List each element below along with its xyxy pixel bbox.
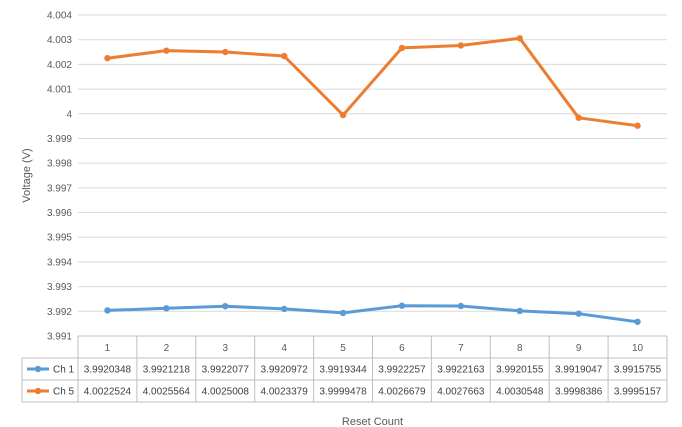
data-table-cell: 3.9919047 bbox=[555, 365, 603, 376]
y-tick-label: 3.998 bbox=[47, 159, 72, 170]
data-point bbox=[163, 47, 170, 54]
data-table-cell: 3.9922257 bbox=[378, 365, 426, 376]
x-category-label: 7 bbox=[458, 343, 464, 354]
data-point bbox=[280, 305, 288, 313]
y-tick-label: 4.003 bbox=[47, 35, 72, 46]
data-table-cell: 3.9995157 bbox=[614, 387, 662, 398]
y-tick-label: 3.995 bbox=[47, 233, 72, 244]
legend-key-marker bbox=[34, 387, 42, 395]
series-line bbox=[106, 36, 639, 128]
y-tick-label: 3.991 bbox=[47, 332, 72, 343]
data-point bbox=[516, 307, 523, 315]
data-point bbox=[339, 111, 347, 119]
data-point bbox=[457, 42, 465, 49]
data-point bbox=[163, 305, 170, 312]
data-table-cell: 3.9922163 bbox=[437, 365, 485, 376]
x-axis-title: Reset Count bbox=[342, 416, 403, 427]
data-table-cell: 4.0027663 bbox=[437, 387, 485, 398]
x-category-label: 1 bbox=[105, 343, 111, 354]
legend-key-marker bbox=[34, 365, 42, 373]
data-point bbox=[575, 310, 582, 317]
data-table-cell: 4.0030548 bbox=[496, 387, 544, 398]
data-table-cell: 3.9921218 bbox=[143, 365, 191, 376]
data-point bbox=[398, 44, 406, 52]
y-tick-label: 4.002 bbox=[47, 60, 72, 71]
data-point bbox=[457, 302, 465, 310]
data-table-cell: 4.0025008 bbox=[202, 387, 250, 398]
data-point bbox=[222, 48, 229, 56]
series-name: Ch 5 bbox=[53, 387, 75, 398]
x-category-label: 8 bbox=[517, 343, 523, 354]
y-axis-title: Voltage (V) bbox=[21, 148, 33, 202]
data-point bbox=[339, 309, 347, 317]
y-tick-label: 4.001 bbox=[47, 85, 72, 96]
data-point bbox=[104, 307, 111, 314]
data-table-cell: 3.9919344 bbox=[319, 365, 367, 376]
y-tick-label: 3.997 bbox=[47, 183, 72, 194]
y-tick-label: 4 bbox=[66, 109, 72, 120]
data-table-cell: 3.9920348 bbox=[84, 365, 132, 376]
data-table-cell: 3.9920155 bbox=[496, 365, 544, 376]
data-table-cell: 4.0025564 bbox=[143, 387, 191, 398]
data-point bbox=[634, 122, 641, 129]
data-point bbox=[104, 54, 111, 62]
x-category-label: 2 bbox=[164, 343, 170, 354]
x-category-label: 4 bbox=[281, 343, 287, 354]
x-category-label: 10 bbox=[632, 343, 644, 354]
data-point bbox=[516, 35, 523, 42]
y-tick-label: 3.992 bbox=[47, 307, 72, 318]
series-line bbox=[106, 304, 639, 324]
y-tick-label: 3.994 bbox=[47, 257, 72, 268]
data-table-cell: 4.0022524 bbox=[84, 387, 132, 398]
series-name: Ch 1 bbox=[53, 365, 75, 376]
data-table-cell: 4.0023379 bbox=[261, 387, 309, 398]
y-tick-label: 4.004 bbox=[47, 11, 72, 22]
y-tick-label: 3.999 bbox=[47, 134, 72, 145]
x-category-label: 6 bbox=[399, 343, 405, 354]
y-tick-label: 3.996 bbox=[47, 208, 72, 219]
x-category-label: 9 bbox=[576, 343, 582, 354]
data-point bbox=[634, 318, 641, 325]
data-table-cell: 3.9920972 bbox=[261, 365, 309, 376]
data-table-cell: 3.9922077 bbox=[202, 365, 250, 376]
x-category-label: 3 bbox=[222, 343, 228, 354]
data-table-cell: 3.9999478 bbox=[319, 387, 367, 398]
x-category-label: 5 bbox=[340, 343, 346, 354]
data-table-cell: 4.0026679 bbox=[378, 387, 426, 398]
data-table-cell: 3.9998386 bbox=[555, 387, 603, 398]
data-point bbox=[222, 302, 229, 310]
data-point bbox=[575, 114, 582, 121]
data-point bbox=[398, 302, 406, 309]
data-table-cell: 3.9915755 bbox=[614, 365, 662, 376]
y-tick-label: 3.993 bbox=[47, 282, 72, 293]
data-point bbox=[280, 52, 288, 60]
